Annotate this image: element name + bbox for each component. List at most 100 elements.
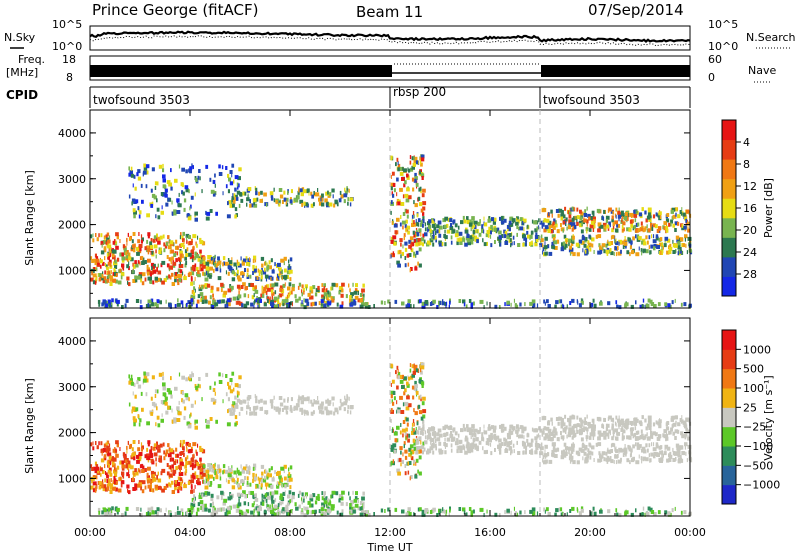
power-echo-cell: [558, 299, 561, 304]
power-echo-cell: [630, 304, 634, 309]
velocity-echo-cell: [578, 511, 582, 516]
velocity-echo-cell: [260, 398, 263, 403]
power-echo-cell: [179, 235, 181, 240]
power-echo-cell: [196, 254, 200, 259]
time-x-axis: 00:00 04:00 08:00 12:00 16:00 20:00 00:00: [74, 110, 706, 539]
velocity-echo-cell: [615, 446, 617, 451]
power-echo-cell: [140, 183, 143, 188]
power-echo-cell: [175, 272, 177, 276]
power-echo-cell: [647, 207, 652, 212]
velocity-echo-cell: [104, 511, 109, 516]
velocity-echo-cell: [618, 449, 620, 454]
power-echo-cell: [591, 210, 595, 215]
velocity-echo-cell: [253, 501, 255, 505]
velocity-echo-cell: [571, 414, 574, 419]
velocity-echo-cell: [613, 459, 615, 464]
velocity-echo-cell: [130, 465, 134, 470]
power-echo-cell: [199, 262, 204, 267]
velocity-echo-cell: [193, 453, 195, 458]
velocity-echo-cell: [205, 418, 207, 423]
velocity-echo-cell: [240, 406, 244, 411]
power-echo-cell: [261, 263, 264, 268]
velocity-echo-cell: [463, 510, 466, 515]
velocity-echo-cell: [273, 395, 275, 400]
velocity-echo-cell: [591, 451, 594, 456]
power-echo-cell: [260, 256, 265, 261]
colorbar-swatch: [722, 484, 736, 505]
power-echo-cell: [181, 167, 185, 172]
velocity-echo-cell: [199, 384, 201, 389]
x-tick-label: 00:00: [74, 526, 106, 539]
velocity-echo-cell: [128, 445, 132, 450]
power-echo-cell: [417, 299, 420, 304]
power-echo-cell: [156, 207, 160, 212]
velocity-echo-cell: [392, 391, 396, 395]
power-echo-cell: [269, 265, 272, 270]
power-echo-cell: [476, 229, 478, 234]
velocity-echo-cell: [153, 452, 158, 457]
velocity-echo-cell: [419, 394, 422, 399]
velocity-echo-cell: [612, 433, 615, 438]
velocity-echo-cell: [199, 470, 204, 475]
power-echo-cell: [618, 217, 620, 222]
power-echo-cell: [178, 264, 181, 268]
power-echo-cell: [494, 217, 497, 222]
power-echo-cell: [267, 296, 269, 301]
velocity-echo-cell: [281, 484, 283, 489]
velocity-echo-cell: [165, 450, 168, 455]
power-echo-cell: [247, 194, 249, 199]
power-echo-cell: [145, 164, 150, 169]
power-echo-cell: [238, 263, 242, 268]
power-echo-cell: [545, 218, 550, 223]
velocity-echo-cell: [399, 395, 403, 400]
velocity-echo-cell: [190, 479, 195, 484]
power-echo-cell: [190, 271, 195, 276]
power-echo-cell: [285, 200, 287, 205]
velocity-echo-cell: [282, 491, 286, 496]
power-echo-cell: [533, 220, 538, 225]
velocity-echo-cell: [92, 488, 96, 493]
power-echo-cell: [310, 203, 314, 208]
velocity-echo-cell: [466, 428, 470, 433]
velocity-echo-cell: [615, 460, 618, 465]
velocity-echo-cell: [579, 428, 582, 433]
velocity-echo-cell: [311, 509, 316, 514]
power-echo-cell: [449, 218, 453, 223]
power-echo-cell: [579, 220, 582, 225]
power-echo-cell: [648, 218, 652, 222]
velocity-echo-cell: [498, 443, 502, 448]
velocity-echo-cell: [555, 417, 559, 421]
velocity-echo-cell: [657, 510, 661, 515]
power-echo-cell: [599, 301, 603, 306]
velocity-echo-cell: [234, 402, 238, 407]
power-echo-cell: [614, 213, 616, 218]
velocity-echo-cell: [668, 458, 672, 462]
power-echo-cell: [393, 188, 396, 193]
power-echo-cell: [390, 254, 392, 259]
power-echo-cell: [234, 214, 237, 219]
velocity-echo-cell: [290, 397, 293, 402]
velocity-echo-cell: [610, 443, 613, 448]
velocity-echo-cell: [104, 478, 106, 483]
velocity-echo-cell: [624, 510, 629, 515]
power-echo-cell: [470, 227, 472, 232]
power-echo-cell: [470, 237, 475, 241]
velocity-echo-cell: [246, 405, 250, 410]
velocity-echo-cell: [393, 449, 397, 454]
velocity-echo-cell: [427, 436, 429, 441]
velocity-echo-cell: [402, 452, 404, 457]
power-echo-cell: [359, 298, 363, 303]
velocity-echo-cell: [540, 446, 544, 451]
power-echo-cell: [568, 225, 571, 230]
power-echo-cell: [413, 251, 416, 256]
velocity-echo-cell: [106, 460, 109, 465]
power-echo-cell: [228, 177, 232, 182]
power-echo-cell: [652, 239, 657, 244]
power-echo-cell: [555, 220, 557, 225]
power-echo-cell: [214, 254, 216, 259]
power-echo-cell: [558, 208, 563, 213]
velocity-echo-cell: [390, 418, 392, 423]
velocity-echo-cell: [527, 432, 529, 437]
velocity-echo-cell: [479, 507, 484, 512]
velocity-echo-cell: [233, 401, 236, 406]
